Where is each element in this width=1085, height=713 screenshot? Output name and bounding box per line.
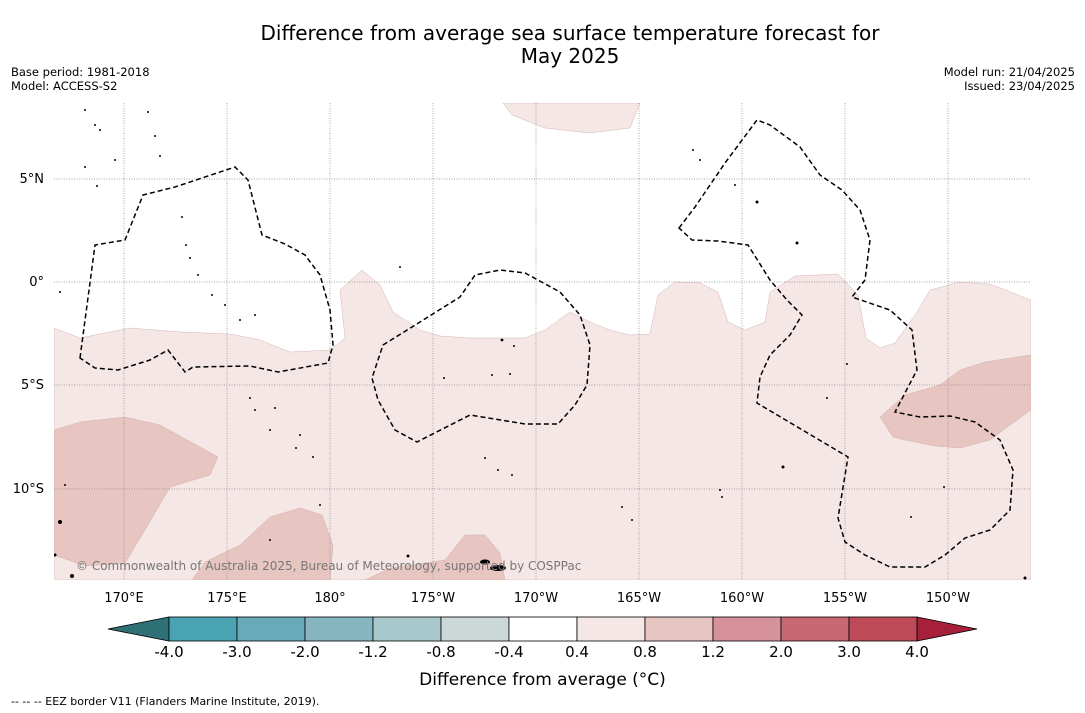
colorbar-segment [848, 616, 918, 642]
colorbar-segment [236, 616, 306, 642]
colorbar [107, 616, 978, 642]
issued-date: Issued: 23/04/2025 [964, 79, 1075, 93]
colorbar-tick-label: -0.8 [426, 643, 456, 661]
colorbar-segment [644, 616, 714, 642]
lat-label-5n: 5°N [20, 172, 45, 187]
longitude-labels: 170°E 175°E 180° 175°W 170°W 165°W 160°W… [104, 591, 970, 606]
colorbar-segment [168, 616, 238, 642]
colorbar-segment [780, 616, 850, 642]
anomaly-region-medium-east [879, 354, 1031, 449]
lon-label-180: 180° [314, 591, 345, 606]
colorbar-segment [304, 616, 374, 642]
lon-label-170e: 170°E [104, 591, 144, 606]
colorbar-segment [508, 616, 578, 642]
colorbar-tick-label: -3.0 [222, 643, 252, 661]
colorbar-extend-low [107, 616, 170, 642]
colorbar-tick-label: 0.4 [565, 643, 589, 661]
lon-label-155w: 155°W [823, 591, 867, 606]
lon-label-150w: 150°W [926, 591, 970, 606]
lon-label-160w: 160°W [720, 591, 764, 606]
lat-label-5s: 5°S [21, 378, 44, 393]
chart-title: Difference from average sea surface temp… [200, 22, 940, 68]
anomaly-region-light-north [502, 103, 641, 134]
colorbar-title: Difference from average (°C) [419, 670, 666, 690]
colorbar-tick-label: -4.0 [154, 643, 184, 661]
colorbar-extend-high [916, 616, 978, 642]
base-period: Base period: 1981-2018 [11, 65, 150, 79]
colorbar-tick-label: 2.0 [769, 643, 793, 661]
anomaly-region-medium-south [191, 507, 334, 580]
model-run: Model run: 21/04/2025 [943, 65, 1075, 79]
lat-label-10s: 10°S [13, 482, 44, 497]
colorbar-tick-label: 3.0 [837, 643, 861, 661]
eez-border-tokelau [371, 269, 591, 443]
lon-label-175w: 175°W [411, 591, 455, 606]
title-line-2: May 2025 [520, 44, 620, 68]
latitude-labels: 5°N 0° 5°S 10°S [13, 172, 44, 497]
eez-border-line-islands [677, 119, 1014, 568]
lat-label-0: 0° [29, 275, 44, 290]
eez-legend-note: -- -- -- EEZ border V11 (Flanders Marine… [11, 695, 320, 708]
title-line-1: Difference from average sea surface temp… [260, 21, 880, 45]
lon-label-165w: 165°W [617, 591, 661, 606]
colorbar-tick-label: -2.0 [290, 643, 320, 661]
colorbar-segment [440, 616, 510, 642]
colorbar-segment [576, 616, 646, 642]
colorbar-tick-labels: -4.0 -3.0 -2.0 -1.2 -0.8 -0.4 0.4 0.8 1.2 2.0 3.0 4… [0, 643, 1085, 663]
anomaly-region-medium-south2 [364, 534, 506, 580]
model-name: Model: ACCESS-S2 [11, 79, 118, 93]
colorbar-tick-label: 0.8 [633, 643, 657, 661]
eez-borders [79, 119, 1014, 568]
eez-border-tuvalu [79, 166, 334, 373]
colorbar-segment [372, 616, 442, 642]
colorbar-tick-label: 1.2 [701, 643, 725, 661]
anomaly-region-medium-west [54, 416, 219, 567]
colorbar-tick-label: -0.4 [494, 643, 524, 661]
meta-left: Base period: 1981-2018 Model: ACCESS-S2 [11, 65, 150, 93]
colorbar-tick-label: 4.0 [905, 643, 929, 661]
lon-label-175e: 175°E [207, 591, 247, 606]
gridlines [54, 103, 1031, 580]
colorbar-tick-label: -1.2 [358, 643, 388, 661]
islands [54, 109, 1027, 580]
map-panel [54, 103, 1031, 580]
copyright-notice: © Commonwealth of Australia 2025, Bureau… [76, 559, 582, 573]
colorbar-segment [712, 616, 782, 642]
anomaly-region-light [54, 269, 1031, 580]
lon-label-170w: 170°W [514, 591, 558, 606]
meta-right: Model run: 21/04/2025 Issued: 23/04/2025 [944, 65, 1075, 93]
